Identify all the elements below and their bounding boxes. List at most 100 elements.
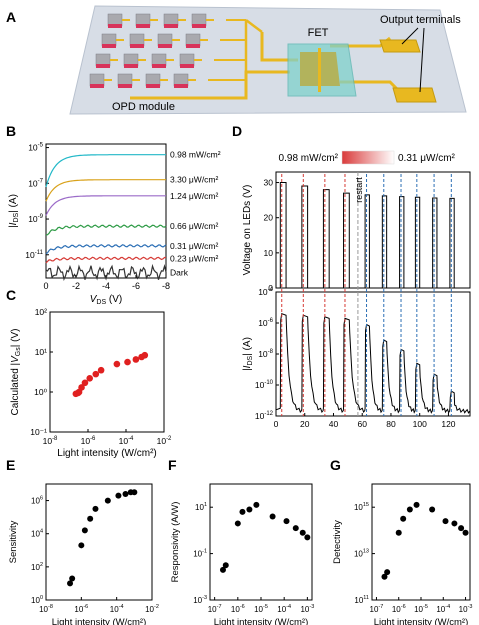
output-terminal [379,39,421,53]
chart-e: 10-8 10-6 10-4 10-2 100 102 104 106 Light intens… [8,483,159,625]
y-tick-label: 0 [268,283,273,293]
opd-pixel-base [96,64,110,68]
series-line [45,154,166,188]
chart-g: 10-7 10-6 10-5 10-4 10-3 1011 1013 1015 Light in… [332,483,473,625]
data-point [304,534,311,541]
x-tick-label: 10-4 [277,604,291,614]
data-point [104,497,111,504]
fet-label: FET [308,27,329,39]
y-tick-label: 1011 [354,595,369,605]
data-point [78,542,85,549]
y-tick-label: 10-1 [193,549,207,559]
data-point [124,358,131,366]
y-tick-label: 10-11 [25,250,43,260]
fet-gate [318,48,321,92]
data-point [92,505,99,512]
y-tick-label: 1015 [354,502,369,512]
data-point [462,529,469,536]
colorbar [341,150,395,165]
series-label: 3.30 μW/cm² [170,175,219,185]
y-axis-label: Calculated |VGs| (V) [10,329,22,416]
data-point [86,375,94,382]
x-tick-label: -8 [162,281,170,291]
data-point [384,569,391,576]
y-tick-label: 10-10 [255,380,274,390]
x-tick-label: 10-7 [370,604,384,614]
data-point [246,506,253,513]
y-tick-label: 10² [35,307,47,317]
plot-frame [49,311,165,433]
data-point [395,529,402,536]
data-point [87,515,94,522]
x-tick-label: 40 [329,419,339,429]
y-tick-label: 10¹ [35,347,47,357]
data-point [458,525,465,532]
data-point [67,580,74,587]
data-point [269,513,276,520]
panel-label-e: E [6,457,15,473]
data-point [406,506,413,513]
data-point [442,518,449,525]
y-tick-label: 10 [264,248,274,258]
plot-frame-top [275,171,471,289]
y-axis-label: Detectivity [332,520,343,564]
x-tick-label: -4 [102,281,110,291]
data-point [81,379,89,387]
leader-line [401,27,419,45]
data-point [234,520,241,527]
opd-module-label: OPD module [112,101,175,113]
opd-pixel-base [186,44,200,48]
series-line [45,263,167,281]
data-point [292,525,299,532]
x-tick-label: 10-2 [157,436,172,446]
panel-label-g: G [330,457,341,473]
opd-pixel-base [180,64,194,68]
series-label: 0.98 mW/cm² [170,150,221,160]
x-tick-label: 0 [274,419,279,429]
y-tick-label: 1013 [354,549,369,559]
y-tick-label: 10-6 [258,318,273,328]
x-tick-label: 10-3 [459,604,473,614]
x-tick-label: 10-8 [43,436,58,446]
y-tick-label: 20 [264,213,274,223]
data-point [115,492,122,499]
panel-f: F 10-7 10-6 10-5 10-4 10-3 10-3 10-1 101 Light i… [168,457,314,625]
data-point [69,575,76,582]
y-axis-label: Sensitivity [8,520,19,563]
y-tick-label: 10-3 [193,595,207,605]
y-axis-label-bottom: |IDS| (A) [242,337,254,371]
trace [245,19,263,33]
data-point [253,501,260,508]
panel-label-a: A [6,9,16,25]
x-tick-label: 20 [300,419,310,429]
y-tick-label: 10-4 [258,287,273,297]
data-point [451,520,458,527]
plot-frame [371,483,471,601]
data-point [283,518,290,525]
x-tick-label: 10-4 [436,604,450,614]
colorbar-right-label: 0.31 μW/cm² [398,153,456,164]
panel-d: D 0.98 mW/cm² 0.31 μW/cm² 0 10 20 30 10-4 10-… [232,123,471,429]
data-point [239,508,246,515]
panel-label-b: B [6,123,16,139]
opd-pixel-base [118,84,132,88]
series-line [45,244,167,255]
led-voltage-trace [276,182,470,289]
x-axis-label: Light intensity (W/cm²) [52,617,147,625]
plot-frame [45,483,153,601]
data-point [400,515,407,522]
y-axis-label: Responsivity (A/W) [170,502,181,583]
x-tick-label: 10-8 [39,604,53,614]
x-tick-label: 100 [413,419,427,429]
opd-pixel-base [124,64,138,68]
x-axis-label: VDS (V) [90,294,123,306]
x-tick-label: 10-5 [414,604,428,614]
y-axis-label: |IDS| (A) [8,194,20,228]
x-tick-label: 10-6 [231,604,245,614]
x-tick-label: 10-6 [81,436,96,446]
output-terminals-label: Output terminals [380,14,461,26]
chart-b: 0 -2 -4 -6 -8 10-5 10-7 10-9 10-11 VDS (V) |IDS| (… [8,143,221,306]
x-axis-label: Light intensity (W/cm²) [374,617,469,625]
restart-label: restart [354,177,364,203]
